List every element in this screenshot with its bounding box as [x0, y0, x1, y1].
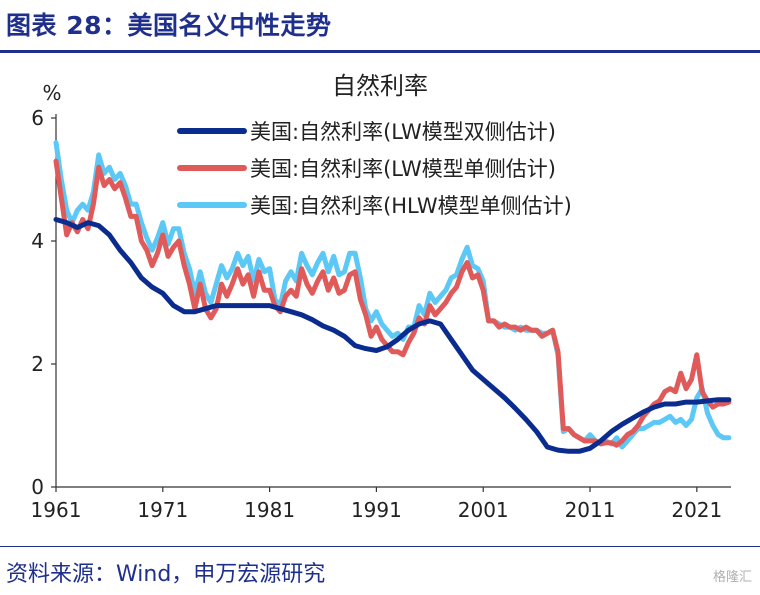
x-tick-label: 1991 — [351, 498, 402, 522]
watermark: 格隆汇 — [712, 570, 752, 585]
series-layer — [53, 140, 732, 454]
title-underline — [0, 50, 760, 53]
x-tick-label: 1981 — [244, 498, 295, 522]
y-tick-label: 2 — [31, 352, 44, 376]
figure-title: 图表 28：美国名义中性走势 — [6, 11, 332, 40]
y-tick-label: 4 — [31, 229, 44, 253]
x-tick-label: 2001 — [458, 498, 509, 522]
series-line-3 — [53, 140, 732, 450]
x-tick-label: 1971 — [137, 498, 188, 522]
footer-divider — [0, 546, 760, 547]
line-chart: 自然利率 % 0 2 4 6 1961 1971 1981 1991 2001 2011 2021… — [31, 72, 732, 522]
series-line-2 — [53, 158, 732, 448]
x-tick-label: 2011 — [565, 498, 616, 522]
x-axis: 1961 1971 1981 1991 2001 2011 2021 — [31, 486, 731, 522]
y-axis: 0 2 4 6 — [31, 106, 57, 499]
series-line-1 — [53, 217, 732, 454]
x-tick-label: 2021 — [671, 498, 722, 522]
legend-label: 美国:自然利率(LW模型单侧估计) — [250, 157, 556, 181]
legend: 美国:自然利率(LW模型双侧估计) 美国:自然利率(LW模型单侧估计) 美国:自然利… — [177, 120, 572, 218]
chart-title: 自然利率 — [332, 72, 428, 100]
y-tick-label: 0 — [31, 475, 44, 499]
legend-label: 美国:自然利率(LW模型双侧估计) — [250, 120, 556, 144]
y-tick-label: 6 — [31, 106, 44, 130]
source-note: 资料来源：Wind，申万宏源研究 — [6, 562, 326, 587]
legend-label: 美国:自然利率(HLW模型单侧估计) — [250, 194, 572, 218]
y-axis-unit-label: % — [42, 81, 61, 105]
x-tick-label: 1961 — [31, 498, 82, 522]
